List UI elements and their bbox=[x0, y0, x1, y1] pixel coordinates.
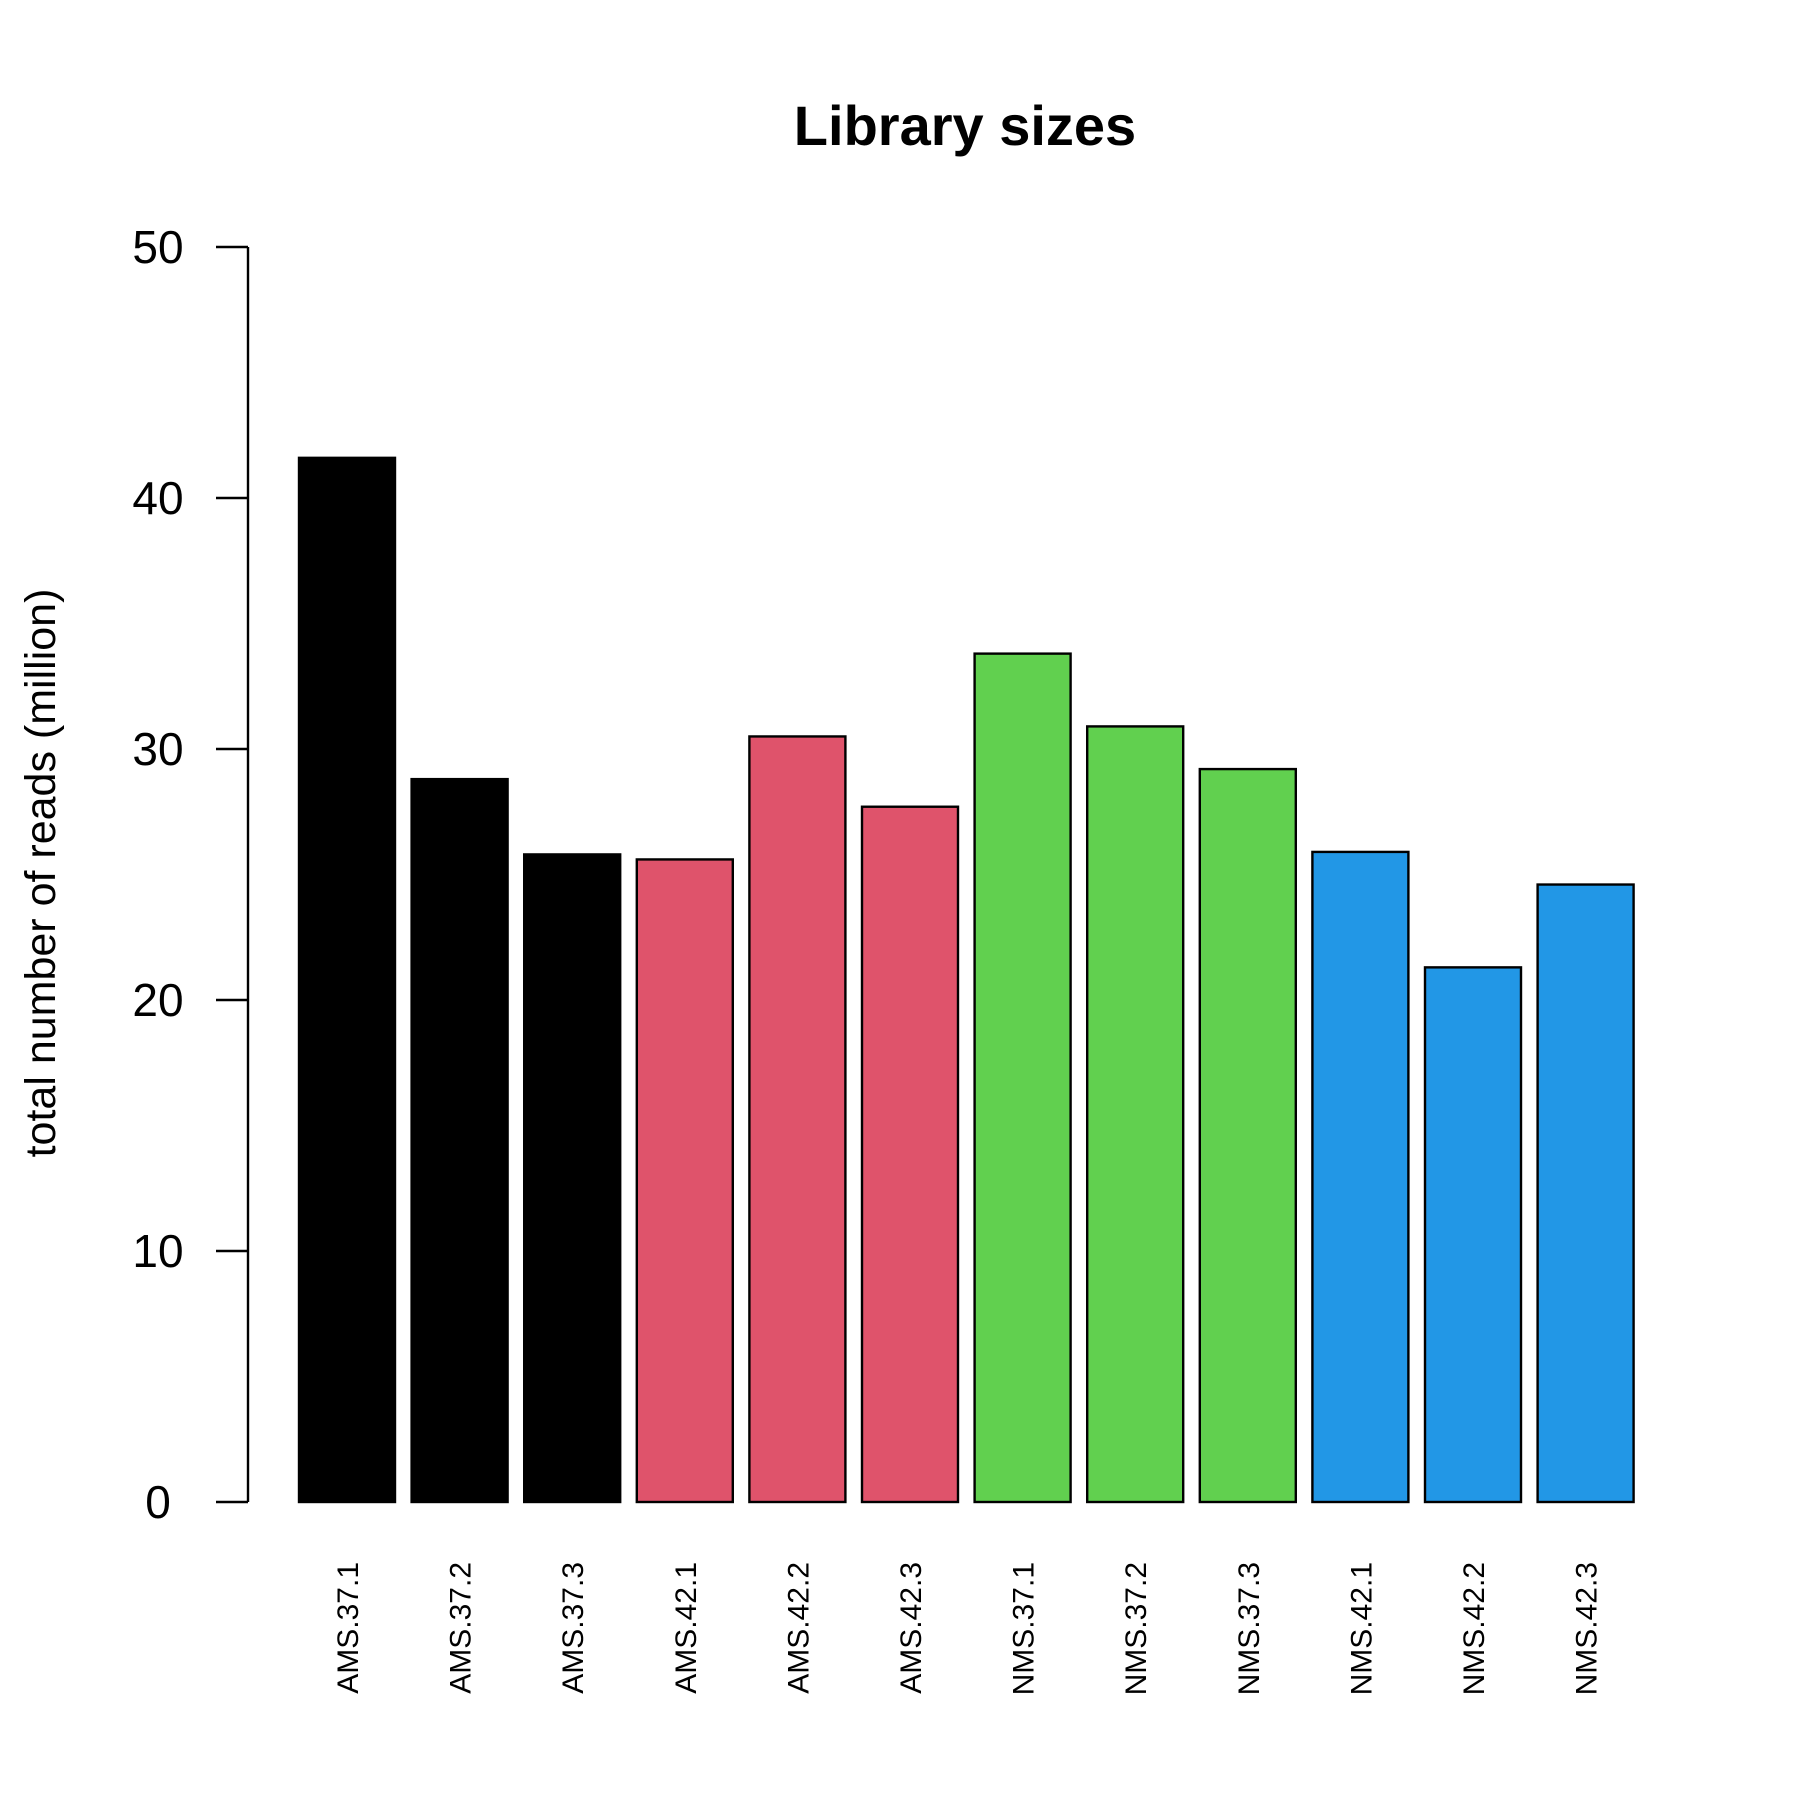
bar-ams-42-1 bbox=[635, 858, 734, 1504]
bar-ams-37-3 bbox=[523, 853, 622, 1504]
x-tick-label: NMS.37.3 bbox=[1233, 1562, 1266, 1695]
y-tick-label: 40 bbox=[132, 472, 183, 524]
y-tick-label: 10 bbox=[132, 1225, 183, 1277]
bar-nms-37-3 bbox=[1198, 767, 1298, 1504]
bar-ams-37-2 bbox=[410, 777, 509, 1504]
bar-nms-37-1 bbox=[973, 652, 1072, 1504]
bar-ams-37-1 bbox=[297, 456, 397, 1504]
x-tick-label: AMS.37.3 bbox=[557, 1562, 590, 1694]
x-tick-label: NMS.37.2 bbox=[1120, 1562, 1153, 1695]
x-tick-label: AMS.42.2 bbox=[782, 1562, 815, 1694]
y-tick-label: 30 bbox=[132, 723, 183, 775]
y-axis-label: total number of reads (million) bbox=[17, 589, 65, 1158]
y-tick-label: 0 bbox=[145, 1476, 171, 1528]
bar-nms-42-1 bbox=[1311, 850, 1410, 1504]
bar-ams-42-3 bbox=[860, 805, 960, 1504]
y-axis-ticks: 0 10 20 30 40 50 bbox=[132, 221, 248, 1528]
bars-group bbox=[297, 456, 1635, 1504]
bar-nms-42-3 bbox=[1536, 883, 1635, 1504]
y-tick-label: 20 bbox=[132, 974, 183, 1026]
y-tick-label: 50 bbox=[132, 221, 183, 273]
bar-nms-37-2 bbox=[1085, 725, 1185, 1504]
x-tick-label: NMS.37.1 bbox=[1008, 1562, 1041, 1695]
x-tick-label: NMS.42.3 bbox=[1571, 1562, 1604, 1695]
x-tick-label: AMS.37.1 bbox=[332, 1562, 365, 1694]
x-tick-label: AMS.42.1 bbox=[670, 1562, 703, 1694]
chart-title: Library sizes bbox=[794, 94, 1136, 157]
x-tick-label: AMS.42.3 bbox=[895, 1562, 928, 1694]
x-axis-labels: AMS.37.1 AMS.37.2 AMS.37.3 AMS.42.1 AMS.42.2… bbox=[332, 1562, 1604, 1695]
x-tick-label: NMS.42.1 bbox=[1345, 1562, 1378, 1695]
x-tick-label: AMS.37.2 bbox=[445, 1562, 478, 1694]
bar-nms-42-2 bbox=[1423, 966, 1523, 1504]
x-tick-label: NMS.42.2 bbox=[1458, 1562, 1491, 1695]
bar-ams-42-2 bbox=[748, 735, 847, 1504]
